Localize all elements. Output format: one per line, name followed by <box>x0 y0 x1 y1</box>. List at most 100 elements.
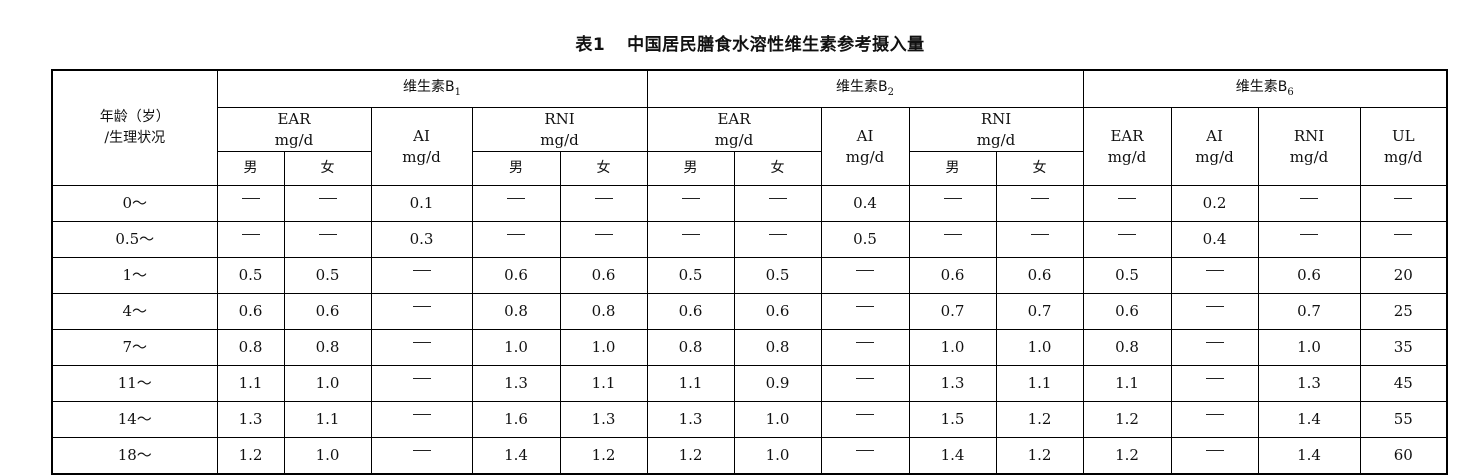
dash-mark <box>1300 197 1318 199</box>
value-cell-b1-ear-m: 0.5 <box>216 257 285 294</box>
value-cell-b1-ai <box>370 401 473 438</box>
value-cell-b2-ai <box>820 401 910 438</box>
dash-mark <box>856 413 874 415</box>
value-cell-b6-rni <box>1257 185 1361 222</box>
value-cell-b2-ai <box>820 293 910 330</box>
b1-ai-header: AI mg/d <box>370 107 473 186</box>
value-cell-b1-ai <box>370 329 473 366</box>
value-cell-b2-ear-f <box>733 185 822 222</box>
age-header-line1: 年龄（岁） <box>99 109 170 125</box>
b1-ear-header: EAR mg/d <box>216 107 372 152</box>
value-cell-b6-rni: 0.6 <box>1257 257 1361 294</box>
table-number: 表1 <box>575 35 606 55</box>
dash-mark <box>681 233 700 235</box>
age-header: 年龄（岁） /生理状况 <box>51 69 218 186</box>
table-row: 0.5～ 0.3 0.5 0.4 <box>51 221 1448 258</box>
value-cell-b6-ul: 25 <box>1359 293 1448 330</box>
age-cell: 11～ <box>51 365 218 402</box>
value-cell-b2-ear-f: 0.5 <box>733 257 822 294</box>
table-row: 11～ 1.1 1.0 1.3 1.1 1.1 0.9 1.3 1.1 1.1 1.3 45 <box>51 365 1448 402</box>
table-row: 1～ 0.5 0.5 0.6 0.6 0.5 0.5 0.6 0.6 0.5 0.6 20 <box>51 257 1448 294</box>
value-cell-b2-ear-m: 1.3 <box>646 401 735 438</box>
value-cell-b1-rni-m: 1.4 <box>471 437 561 475</box>
value-cell-b2-ear-f: 0.6 <box>733 293 822 330</box>
value-cell-b2-ear-f: 0.9 <box>733 365 822 402</box>
b1-ear-male: 男 <box>216 151 285 186</box>
dash-mark <box>681 197 700 199</box>
dash-mark <box>318 197 337 199</box>
value-cell-b1-ear-f: 1.1 <box>283 401 372 438</box>
value-cell-b1-rni-m: 1.3 <box>471 365 561 402</box>
value-cell-b6-ear: 1.1 <box>1082 365 1172 402</box>
dash-mark <box>412 449 431 451</box>
value-cell-b1-rni-f: 1.1 <box>559 365 648 402</box>
value-cell-b1-ear-f: 0.8 <box>283 329 372 366</box>
dash-mark <box>594 233 613 235</box>
b1-rni-male: 男 <box>471 151 561 186</box>
value-cell-b2-rni-m: 0.7 <box>908 293 997 330</box>
table-row: 0～ 0.1 0.4 0.2 <box>51 185 1448 222</box>
value-cell-b2-ear-f: 0.8 <box>733 329 822 366</box>
value-cell-b1-rni-f: 1.2 <box>559 437 648 475</box>
age-cell: 0～ <box>51 185 218 222</box>
table-row: 7～ 0.8 0.8 1.0 1.0 0.8 0.8 1.0 1.0 0.8 1.0 35 <box>51 329 1448 366</box>
dash-mark <box>768 233 787 235</box>
dash-mark <box>856 269 874 271</box>
value-cell-b2-ear-f: 1.0 <box>733 401 822 438</box>
value-cell-b6-ear <box>1082 185 1172 222</box>
value-cell-b2-ear-f <box>733 221 822 258</box>
dash-mark <box>1394 197 1413 199</box>
header-row-measures: EAR mg/d AI mg/d RNI mg/d EAR mg/d AI mg/d RN… <box>52 107 1448 186</box>
value-cell-b2-ai <box>820 329 910 366</box>
value-cell-b2-rni-m: 1.5 <box>908 401 997 438</box>
age-cell: 14～ <box>51 401 218 438</box>
value-cell-b6-ul: 35 <box>1359 329 1448 366</box>
group-header-b1: 维生素B1 <box>216 69 648 108</box>
value-cell-b6-ai: 0.2 <box>1170 185 1259 222</box>
age-cell: 18～ <box>51 437 218 475</box>
value-cell-b6-ear: 0.6 <box>1082 293 1172 330</box>
value-cell-b1-rni-f: 1.3 <box>559 401 648 438</box>
value-cell-b6-ai <box>1170 293 1259 330</box>
value-cell-b2-ai <box>820 437 910 475</box>
age-cell: 0.5～ <box>51 221 218 258</box>
value-cell-b1-ai: 0.1 <box>370 185 473 222</box>
value-cell-b6-ear: 1.2 <box>1082 437 1172 475</box>
value-cell-b6-ai <box>1170 365 1259 402</box>
value-cell-b2-rni-m: 1.0 <box>908 329 997 366</box>
b6-rni-header: RNI mg/d <box>1257 107 1361 186</box>
value-cell-b6-ul: 60 <box>1359 437 1448 475</box>
value-cell-b1-rni-f <box>559 221 648 258</box>
dash-mark <box>1205 413 1224 415</box>
value-cell-b2-rni-f: 1.2 <box>995 437 1084 475</box>
value-cell-b1-ear-f: 1.0 <box>283 365 372 402</box>
dash-mark <box>768 197 787 199</box>
value-cell-b1-ai <box>370 437 473 475</box>
dash-mark <box>856 449 874 451</box>
value-cell-b1-ai: 0.3 <box>370 221 473 258</box>
vitamin-table: 年龄（岁） /生理状况 维生素B1 维生素B2 维生素B6 EAR mg/d AI… <box>51 69 1449 475</box>
value-cell-b1-ear-m: 1.2 <box>216 437 285 475</box>
dash-mark <box>412 269 431 271</box>
value-cell-b2-rni-f <box>995 185 1084 222</box>
value-cell-b6-ai <box>1170 257 1259 294</box>
value-cell-b1-rni-m: 1.6 <box>471 401 561 438</box>
value-cell-b1-rni-m: 0.6 <box>471 257 561 294</box>
value-cell-b6-ul <box>1359 185 1448 222</box>
dash-mark <box>1205 341 1224 343</box>
value-cell-b2-ear-m: 0.8 <box>646 329 735 366</box>
value-cell-b2-rni-f: 0.7 <box>995 293 1084 330</box>
value-cell-b2-ear-f: 1.0 <box>733 437 822 475</box>
age-cell: 7～ <box>51 329 218 366</box>
value-cell-b1-ear-f: 0.5 <box>283 257 372 294</box>
value-cell-b1-ear-m: 1.3 <box>216 401 285 438</box>
value-cell-b6-rni: 0.7 <box>1257 293 1361 330</box>
value-cell-b1-rni-f: 0.8 <box>559 293 648 330</box>
value-cell-b6-ear: 1.2 <box>1082 401 1172 438</box>
value-cell-b6-ai <box>1170 401 1259 438</box>
value-cell-b2-rni-f: 1.1 <box>995 365 1084 402</box>
value-cell-b6-rni: 1.4 <box>1257 401 1361 438</box>
dash-mark <box>943 233 962 235</box>
value-cell-b6-ai <box>1170 437 1259 475</box>
value-cell-b2-ai: 0.5 <box>820 221 910 258</box>
